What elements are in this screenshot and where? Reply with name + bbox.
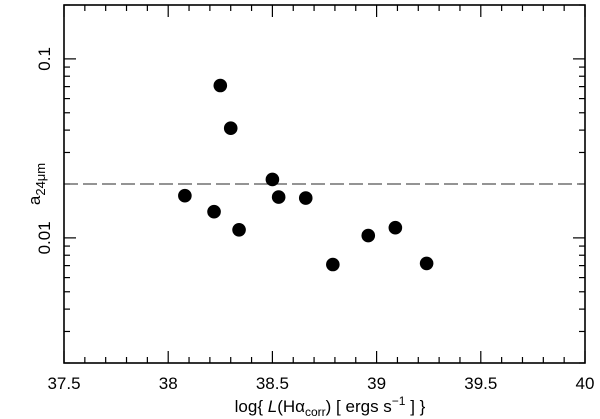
data-point	[207, 204, 221, 219]
y-tick-labels: 0.01 0.1	[35, 47, 54, 254]
data-point	[361, 228, 376, 243]
plot-frame	[63, 4, 586, 364]
x-tick-label: 38.5	[256, 374, 289, 393]
data-point	[232, 222, 246, 237]
y-tick-label: 0.1	[35, 47, 54, 71]
x-tick-label: 39	[367, 374, 386, 393]
x-tick-labels: 37.5 38 38.5 39 39.5 40	[47, 374, 594, 393]
data-point	[271, 190, 286, 204]
data-points	[178, 78, 434, 272]
y-tick-label: 0.01	[35, 221, 54, 254]
x-tick-label: 37.5	[47, 374, 80, 393]
data-point	[265, 172, 280, 187]
data-point	[419, 256, 434, 271]
x-tick-label: 38	[159, 374, 178, 393]
data-point	[388, 220, 403, 235]
x-tick-label: 40	[576, 374, 595, 393]
data-point	[213, 78, 228, 93]
data-point	[326, 257, 340, 272]
data-point	[178, 188, 192, 203]
data-point	[223, 121, 238, 135]
data-point	[298, 191, 313, 205]
x-tick-label: 39.5	[464, 374, 497, 393]
x-axis-title: log{ L(Hαcorr) [ ergs s−1 ] }	[235, 394, 426, 419]
y-axis-title: a24μm	[25, 163, 48, 205]
axis-ticks	[63, 4, 586, 364]
